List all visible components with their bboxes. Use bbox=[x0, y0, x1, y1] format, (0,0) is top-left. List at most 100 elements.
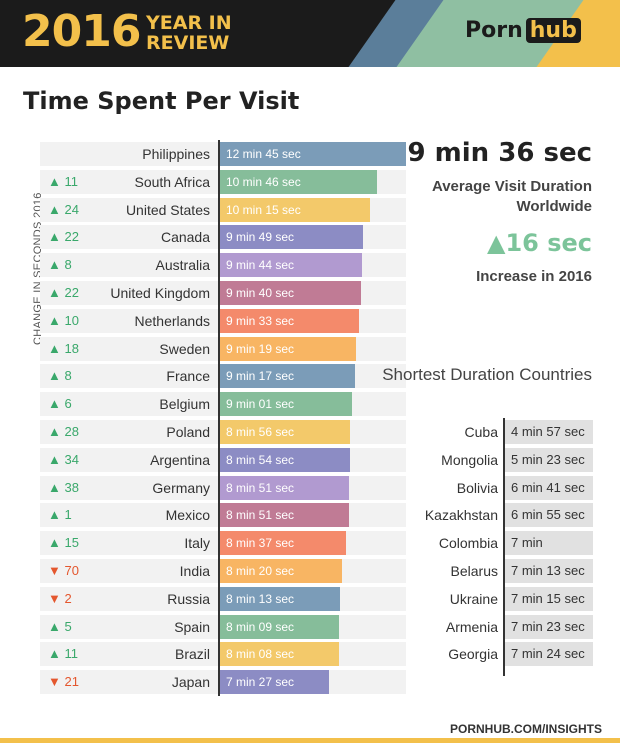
shortest-country: Georgia bbox=[448, 646, 498, 663]
duration-bar bbox=[220, 559, 342, 583]
country-label: Belgium bbox=[159, 396, 210, 413]
shortest-value: 4 min 57 sec bbox=[511, 424, 585, 439]
country-label: Argentina bbox=[150, 451, 210, 468]
change-value: ▲ 24 bbox=[48, 201, 79, 217]
duration-label: 8 min 13 sec bbox=[226, 591, 295, 606]
duration-label: 8 min 09 sec bbox=[226, 619, 295, 634]
country-label: Russia bbox=[167, 590, 210, 607]
page-title: Time Spent Per Visit bbox=[23, 87, 300, 115]
shortest-cell bbox=[505, 447, 593, 472]
duration-bar bbox=[220, 670, 329, 695]
duration-label: 9 min 40 sec bbox=[226, 286, 295, 300]
duration-bar bbox=[220, 503, 350, 528]
shortest-value: 7 min 15 sec bbox=[511, 590, 585, 606]
duration-label: 8 min 56 sec bbox=[226, 425, 295, 439]
country-label: United Kingdom bbox=[110, 285, 210, 301]
increase-label: Increase in 2016 bbox=[476, 268, 592, 285]
brand-logo: Porn hub bbox=[465, 18, 581, 43]
shortest-duration-title: Shortest Duration Countries bbox=[382, 365, 592, 384]
shortest-cell bbox=[505, 586, 593, 611]
duration-label: 9 min 17 sec bbox=[226, 369, 295, 384]
duration-bar bbox=[220, 364, 356, 389]
duration-bar bbox=[220, 197, 370, 222]
country-label: Mexico bbox=[165, 507, 210, 524]
duration-bar bbox=[220, 475, 350, 500]
change-value: ▼ 21 bbox=[48, 674, 79, 690]
duration-label: 9 min 33 sec bbox=[226, 313, 295, 328]
duration-bar bbox=[220, 420, 351, 444]
change-value: ▲ 10 bbox=[48, 312, 79, 328]
shortest-axis-line bbox=[503, 418, 505, 676]
average-duration-value: 9 min 36 sec bbox=[407, 138, 592, 168]
duration-bar bbox=[220, 447, 350, 472]
header-tagline-line1: YEAR IN bbox=[146, 12, 232, 34]
increase-value: ▲16 sec bbox=[487, 229, 592, 257]
header-banner: 2016 YEAR IN REVIEW Porn hub bbox=[0, 0, 620, 67]
change-value: ▲ 34 bbox=[48, 451, 79, 467]
country-label: Spain bbox=[174, 618, 210, 635]
change-value: ▲ 22 bbox=[48, 285, 79, 300]
country-label: South Africa bbox=[134, 173, 211, 190]
footer-url: PORNHUB.COM/INSIGHTS bbox=[449, 722, 602, 736]
country-label: Philippines bbox=[142, 146, 210, 162]
duration-label: 9 min 44 sec bbox=[226, 258, 295, 273]
shortest-value: 7 min 23 sec bbox=[511, 618, 585, 634]
change-value: ▲ 28 bbox=[48, 424, 79, 439]
duration-label: 12 min 45 sec bbox=[226, 147, 301, 161]
duration-bar bbox=[220, 531, 346, 556]
country-label: France bbox=[166, 368, 210, 385]
change-value: ▲ 6 bbox=[48, 396, 72, 412]
duration-label: 8 min 51 sec bbox=[226, 508, 295, 523]
change-value: ▲ 18 bbox=[48, 340, 79, 356]
shortest-country: Belarus bbox=[450, 563, 498, 579]
duration-label: 8 min 20 sec bbox=[226, 564, 295, 578]
average-duration-label: Average Visit Duration Worldwide bbox=[431, 178, 592, 215]
chart-axis-line bbox=[218, 140, 220, 696]
country-label: Netherlands bbox=[134, 312, 211, 329]
shortest-country: Kazakhstan bbox=[424, 507, 498, 524]
change-value: ▲ 38 bbox=[48, 479, 79, 495]
shortest-cell bbox=[505, 559, 593, 583]
change-value: ▲ 5 bbox=[48, 618, 72, 634]
shortest-country: Mongolia bbox=[441, 451, 498, 468]
duration-bar bbox=[220, 614, 339, 639]
change-value: ▲ 11 bbox=[48, 173, 78, 189]
duration-label: 9 min 19 sec bbox=[226, 341, 295, 356]
shortest-value: 7 min 13 sec bbox=[511, 563, 585, 578]
country-label: Germany bbox=[152, 479, 210, 496]
duration-bar bbox=[220, 308, 360, 333]
change-value: ▲ 22 bbox=[48, 229, 79, 245]
country-label: Poland bbox=[166, 424, 210, 440]
shortest-value: 7 min 24 sec bbox=[511, 646, 585, 662]
shortest-country: Colombia bbox=[438, 535, 498, 552]
change-value: ▲ 15 bbox=[48, 535, 79, 551]
shortest-country: Armenia bbox=[445, 618, 498, 635]
duration-label: 8 min 54 sec bbox=[226, 452, 295, 467]
duration-bar bbox=[220, 336, 356, 361]
duration-bar bbox=[220, 225, 364, 250]
country-label: United States bbox=[125, 201, 210, 218]
change-value: ▲ 8 bbox=[48, 257, 72, 273]
country-label: India bbox=[179, 563, 210, 579]
duration-bar bbox=[220, 253, 362, 278]
header-tagline: YEAR IN REVIEW bbox=[146, 13, 266, 53]
change-value: ▲ 1 bbox=[48, 507, 72, 523]
change-value: ▼ 70 bbox=[48, 563, 79, 578]
shortest-cell bbox=[505, 503, 593, 528]
duration-label: 8 min 51 sec bbox=[226, 480, 295, 495]
duration-bar bbox=[220, 142, 406, 166]
shortest-cell bbox=[505, 642, 593, 667]
shortest-value: 6 min 41 sec bbox=[511, 479, 585, 495]
shortest-cell bbox=[505, 420, 593, 444]
shortest-cell bbox=[505, 614, 593, 639]
header-year: 2016 bbox=[22, 6, 141, 57]
shortest-cell bbox=[505, 475, 593, 500]
duration-bar bbox=[220, 642, 339, 667]
duration-bar bbox=[220, 586, 340, 611]
country-label: Sweden bbox=[159, 340, 210, 357]
duration-bar bbox=[220, 169, 378, 194]
change-value: ▼ 2 bbox=[48, 590, 72, 606]
duration-label: 8 min 08 sec bbox=[226, 647, 295, 662]
duration-label: 10 min 15 sec bbox=[226, 202, 301, 217]
shortest-country: Bolivia bbox=[456, 479, 498, 496]
